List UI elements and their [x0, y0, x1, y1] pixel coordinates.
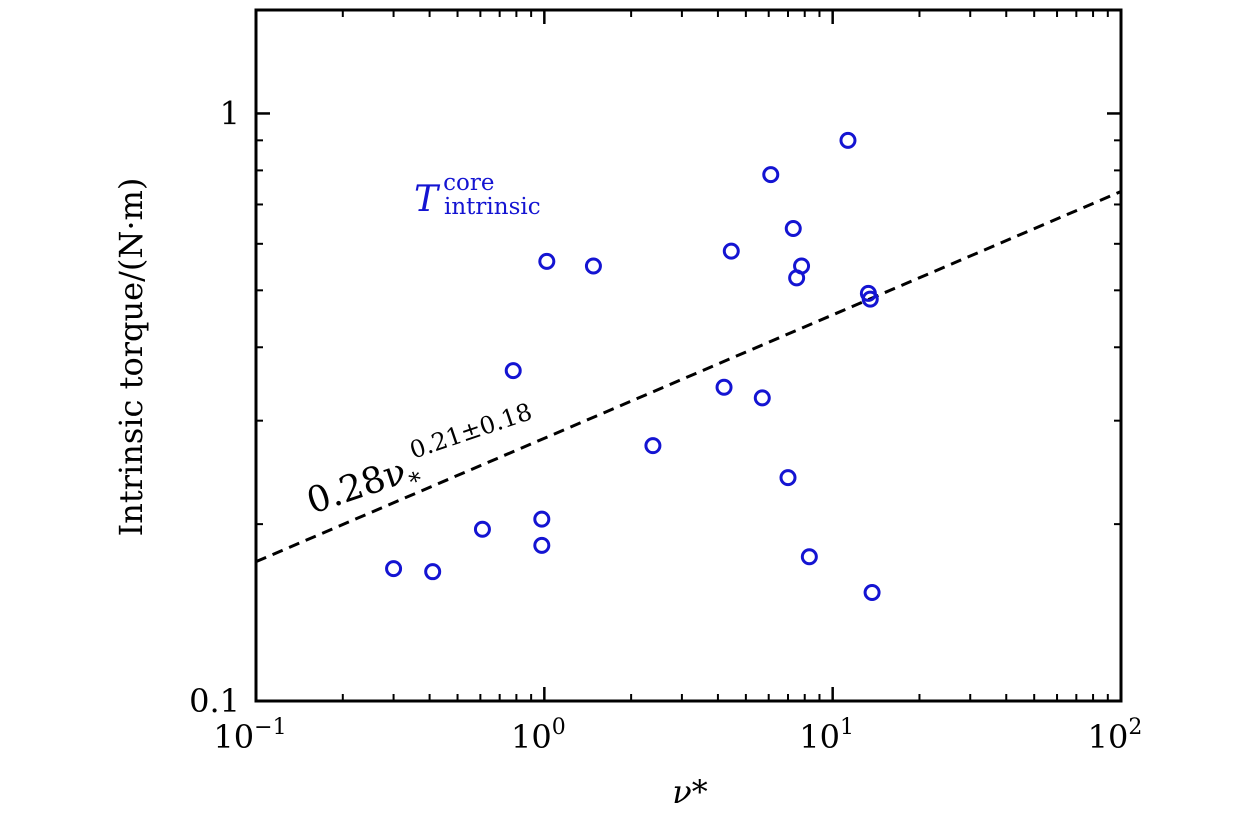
data-points	[385, 131, 881, 601]
data-point	[424, 563, 442, 581]
data-point	[504, 362, 522, 380]
y-tick-label: 0.1	[189, 682, 240, 720]
data-point	[784, 220, 802, 238]
data-point	[533, 536, 551, 554]
x-axis-title: ν*	[672, 773, 707, 811]
y-axis-title: Intrinsic torque/(N·m)	[112, 178, 150, 537]
data-point	[793, 257, 811, 275]
data-point	[644, 437, 662, 455]
data-point	[385, 560, 403, 578]
data-point	[715, 378, 733, 396]
x-tick-label: 10−1	[213, 715, 286, 756]
fit-line-group	[255, 190, 1122, 564]
plot-frame	[254, 8, 1123, 703]
fit-label-sub: *	[406, 466, 426, 496]
svg-text:0.28ν 0.21±0.18: 0.28ν 0.21±0.18	[299, 397, 543, 522]
x-tick-label: 102	[1088, 715, 1143, 756]
data-point	[863, 583, 881, 601]
series-label-main: T	[414, 179, 441, 220]
fit-label-sup: 0.21±0.18	[406, 397, 535, 464]
data-point	[800, 548, 818, 566]
series-label-sup: core	[443, 170, 494, 196]
data-point	[762, 166, 780, 184]
data-point	[533, 510, 551, 528]
fit-label: 0.28ν 0.21±0.18 *	[299, 397, 543, 522]
y-tick-label: 1	[220, 94, 240, 132]
data-point	[753, 389, 771, 407]
data-point	[722, 242, 740, 260]
data-point	[779, 469, 797, 487]
fit-label-main: 0.28ν	[302, 451, 412, 522]
series-label: T core	[414, 170, 494, 220]
data-point	[473, 520, 491, 538]
x-tick-label: 100	[511, 715, 566, 756]
data-point	[839, 131, 857, 149]
series-label-sub: intrinsic	[444, 194, 541, 220]
x-tick-label: 101	[799, 715, 854, 756]
data-point	[538, 252, 556, 270]
axis-ticks: 10−1 100 101 102 0.1 1	[189, 10, 1142, 756]
data-point	[584, 257, 602, 275]
fit-line	[255, 190, 1122, 564]
data-point	[861, 290, 879, 308]
